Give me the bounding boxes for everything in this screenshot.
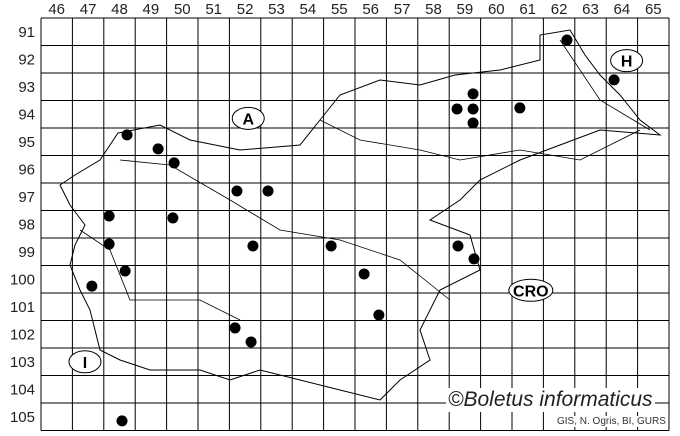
record-dot xyxy=(468,253,480,265)
credit-text: GIS, N. Ogris, BI, GURS xyxy=(555,416,668,427)
record-dot xyxy=(103,210,115,222)
country-border xyxy=(59,29,662,401)
row-label: 104 xyxy=(10,381,35,398)
column-label: 58 xyxy=(425,1,442,18)
record-dot xyxy=(325,240,337,252)
record-dot xyxy=(121,129,133,141)
record-dot xyxy=(561,34,573,46)
record-dot xyxy=(467,117,479,129)
column-label: 56 xyxy=(362,1,379,18)
record-dot xyxy=(262,185,274,197)
record-dot xyxy=(358,268,370,280)
column-label: 48 xyxy=(111,1,128,18)
country-label: CRO xyxy=(513,283,549,300)
grid: 46 47 48 49 50 51 52 53 54 55 56 57 58 59 60 61 62 63 64 65… xyxy=(10,1,670,431)
country-label-ellipse xyxy=(231,106,265,130)
row-label: 93 xyxy=(18,79,35,96)
record-dot xyxy=(86,280,98,292)
record-dot xyxy=(152,143,164,155)
country-label: H xyxy=(621,54,633,71)
country-label-ellipse xyxy=(68,350,102,374)
column-label: 53 xyxy=(268,1,285,18)
record-dot xyxy=(467,88,479,100)
record-dot xyxy=(451,103,463,115)
country-label-ellipse xyxy=(508,278,554,302)
record-dot xyxy=(514,102,526,114)
row-label: 101 xyxy=(10,299,35,316)
row-label: 102 xyxy=(10,326,35,343)
column-label: 51 xyxy=(205,1,222,18)
column-label: 59 xyxy=(457,1,474,18)
record-dot xyxy=(229,322,241,334)
column-label: 57 xyxy=(394,1,411,18)
country-label: A xyxy=(242,111,254,128)
row-label: 103 xyxy=(10,354,35,371)
row-label: 105 xyxy=(10,409,35,426)
record-dot xyxy=(103,238,115,250)
column-label: 65 xyxy=(645,1,662,18)
column-label: 62 xyxy=(551,1,568,18)
column-label: 54 xyxy=(300,1,317,18)
row-label: 96 xyxy=(18,161,35,178)
river xyxy=(79,39,651,321)
copyright-text: ©Boletus informaticus xyxy=(446,388,655,412)
record-dot xyxy=(168,157,180,169)
column-label: 55 xyxy=(331,1,348,18)
column-label: 63 xyxy=(582,1,599,18)
row-label: 100 xyxy=(10,271,35,288)
column-label: 46 xyxy=(48,1,65,18)
record-dot xyxy=(608,74,620,86)
row-label: 99 xyxy=(18,244,35,261)
record-dot xyxy=(467,103,479,115)
column-label: 64 xyxy=(614,1,631,18)
column-label: 61 xyxy=(519,1,536,18)
country-label: I xyxy=(83,355,87,372)
record-dot xyxy=(231,185,243,197)
row-label: 98 xyxy=(18,216,35,233)
row-label: 97 xyxy=(18,189,35,206)
record-dot xyxy=(167,212,179,224)
record-dot xyxy=(116,415,128,427)
row-label: 94 xyxy=(18,106,35,123)
column-label: 49 xyxy=(143,1,160,18)
column-label: 50 xyxy=(174,1,191,18)
column-label: 52 xyxy=(237,1,254,18)
column-label: 60 xyxy=(488,1,505,18)
record-dot xyxy=(452,240,464,252)
country-label-ellipse xyxy=(610,49,644,73)
record-dot xyxy=(373,309,385,321)
row-label: 91 xyxy=(18,24,35,41)
record-dot xyxy=(247,240,259,252)
row-label: 95 xyxy=(18,134,35,151)
record-dot xyxy=(119,265,131,277)
row-label: 92 xyxy=(18,51,35,68)
column-label: 47 xyxy=(80,1,97,18)
record-dot xyxy=(245,336,257,348)
